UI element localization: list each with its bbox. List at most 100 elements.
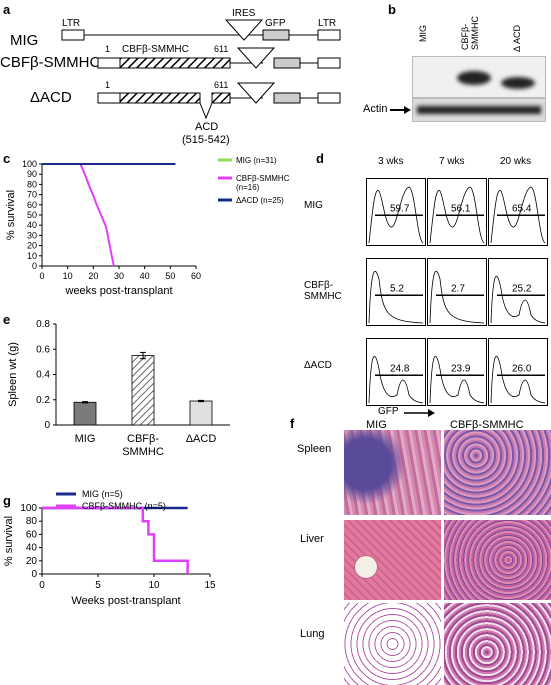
ltr-label-right: LTR bbox=[318, 18, 336, 29]
ltr-box bbox=[97, 57, 121, 69]
histogram-plot: 26.0 bbox=[490, 356, 546, 404]
survival-chart-g: 0 20 40 60 80 100 0 5 10 15 % survival Weeks post-t… bbox=[3, 490, 216, 607]
flow-row-label: MIG bbox=[304, 200, 323, 211]
flow-histogram: 65.4 bbox=[488, 178, 548, 246]
fusion-box bbox=[119, 57, 231, 69]
gfp-box bbox=[273, 92, 301, 104]
flow-histogram: 23.9 bbox=[427, 338, 487, 406]
x-tick-label: 10 bbox=[148, 580, 160, 591]
y-tick-label: 0.2 bbox=[36, 395, 50, 406]
legend-label: CBFβ-SMMHC (n=5) bbox=[82, 501, 166, 511]
spleen-weight-chart: 0 0.2 0.4 0.6 0.8 Spleen wt (g) MIG CBFβ-SMMHC Δ… bbox=[7, 319, 230, 458]
start-residue: 1 bbox=[105, 44, 110, 54]
histogram-plot: 56.1 bbox=[429, 186, 485, 244]
gate-percent: 26.0 bbox=[512, 363, 532, 374]
y-tick-label: 0 bbox=[44, 420, 50, 431]
y-tick-label: 20 bbox=[27, 241, 37, 251]
arrow-icon bbox=[404, 409, 435, 417]
histology-row-liver: Liver bbox=[300, 533, 324, 545]
flow-column-label: 20 wks bbox=[500, 156, 532, 167]
construct-name-cbfb: CBFβ-SMMHC bbox=[0, 54, 100, 71]
histogram-plot: 59.7 bbox=[368, 186, 424, 244]
y-axis-label: Spleen wt (g) bbox=[7, 342, 19, 407]
blot-lane-labels: MIG CBFβ- SMMHC Δ ACD bbox=[412, 16, 551, 52]
y-tick-label: 100 bbox=[20, 503, 37, 514]
y-tick-label: 60 bbox=[26, 529, 38, 540]
x-tick-label: ΔACD bbox=[186, 433, 217, 445]
gate-percent: 65.4 bbox=[512, 203, 532, 214]
histology-row-lung: Lung bbox=[300, 628, 325, 640]
gate-percent: 25.2 bbox=[512, 283, 532, 294]
ires-triangle bbox=[224, 19, 264, 41]
end-residue: 611 bbox=[214, 44, 228, 54]
gate-percent: 59.7 bbox=[390, 203, 410, 214]
ltr-box bbox=[61, 29, 85, 41]
y-tick-label: 10 bbox=[27, 251, 37, 261]
histogram-curve bbox=[490, 276, 546, 324]
panel-label-f: f bbox=[290, 416, 295, 431]
ltr-box bbox=[97, 92, 121, 104]
gfp-box bbox=[262, 29, 290, 41]
flow-column-label: 7 wks bbox=[439, 156, 465, 167]
flow-histogram: 2.7 bbox=[427, 258, 487, 326]
actin-band bbox=[417, 106, 541, 114]
series-line bbox=[42, 163, 115, 267]
panel-label-b: b bbox=[388, 2, 396, 17]
histogram-plot: 2.7 bbox=[429, 270, 485, 324]
flow-histogram: 26.0 bbox=[488, 338, 548, 406]
x-tick-label: 0 bbox=[39, 271, 44, 281]
histogram-curve bbox=[368, 186, 424, 244]
histogram-plot: 5.2 bbox=[368, 270, 424, 324]
ires-label: IRES bbox=[232, 8, 256, 19]
ires-triangle bbox=[236, 47, 276, 69]
x-tick-label: 15 bbox=[204, 580, 216, 591]
legend-label: CBFβ-SMMHC bbox=[236, 174, 290, 183]
histogram-curve bbox=[368, 270, 424, 324]
gate-percent: 56.1 bbox=[451, 203, 471, 214]
y-tick-label: 40 bbox=[27, 220, 37, 230]
y-axis-label: % survival bbox=[3, 516, 15, 566]
x-tick-label: 60 bbox=[191, 271, 201, 281]
x-tick-label: 10 bbox=[63, 271, 73, 281]
histology-image bbox=[444, 520, 551, 600]
x-axis-label: weeks post-transplant bbox=[65, 285, 173, 297]
bar bbox=[73, 401, 97, 426]
gfp-axis-label: GFP bbox=[378, 406, 399, 417]
construct-name-dacd: ΔACD bbox=[30, 89, 72, 106]
vessel-lumen bbox=[354, 555, 378, 579]
panel-label-c: c bbox=[3, 151, 11, 166]
acd-deletion bbox=[199, 102, 213, 120]
x-tick-label: 30 bbox=[114, 271, 124, 281]
x-tick-label: SMMHC bbox=[122, 446, 164, 458]
histogram-curve bbox=[490, 186, 546, 244]
gate-percent: 2.7 bbox=[451, 283, 465, 294]
flow-row-label: ΔACD bbox=[304, 360, 332, 371]
ires-triangle bbox=[236, 82, 276, 104]
y-tick-label: 80 bbox=[26, 516, 38, 527]
gfp-label: GFP bbox=[265, 18, 286, 29]
panel-label-e: e bbox=[3, 312, 11, 327]
histogram-plot: 24.8 bbox=[368, 356, 424, 404]
x-tick-label: CBFβ- bbox=[127, 433, 159, 445]
gate-percent: 23.9 bbox=[451, 363, 471, 374]
flow-row-label: CBFβ- SMMHC bbox=[304, 280, 342, 302]
bar bbox=[189, 400, 213, 426]
x-tick-label: 20 bbox=[88, 271, 98, 281]
y-tick-label: 50 bbox=[27, 210, 37, 220]
x-tick-label: 50 bbox=[165, 271, 175, 281]
histogram-plot: 65.4 bbox=[490, 186, 546, 244]
histology-image bbox=[444, 603, 551, 685]
y-tick-label: 0.4 bbox=[36, 370, 50, 381]
y-axis-label: % survival bbox=[5, 190, 17, 240]
histology-col-mig: MIG bbox=[366, 419, 387, 431]
ltr-box bbox=[317, 29, 341, 41]
histogram-plot: 23.9 bbox=[429, 356, 485, 404]
gate-percent: 24.8 bbox=[390, 363, 410, 374]
y-tick-label: 40 bbox=[26, 543, 38, 554]
legend-label: (n=16) bbox=[236, 183, 260, 192]
y-tick-label: 30 bbox=[27, 230, 37, 240]
histogram-curve bbox=[429, 186, 485, 244]
panel-label-a: a bbox=[3, 2, 11, 17]
ltr-box bbox=[317, 92, 341, 104]
flow-histogram: 56.1 bbox=[427, 178, 487, 246]
